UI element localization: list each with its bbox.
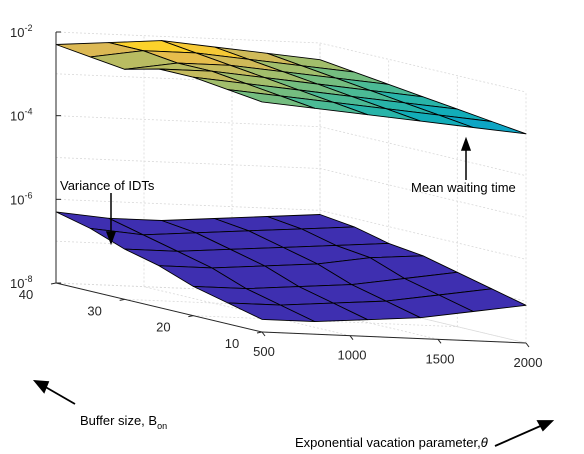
y-tick-mark (188, 315, 194, 318)
axis-edges (50, 31, 530, 348)
y-tick-mark (119, 298, 125, 301)
z-tick-label: 10-2 (10, 23, 32, 40)
surface-patch (227, 89, 316, 109)
z-gridline (55, 198, 527, 260)
y-axis-line (55, 282, 263, 333)
y-tick-label: 40 (19, 287, 33, 302)
surfaces (55, 40, 527, 323)
surface-mean-waiting-time (55, 40, 527, 135)
x-tick-label: 1000 (338, 348, 367, 363)
mean-waiting-annotation: Mean waiting time (411, 180, 516, 195)
x-axis-arrow (494, 420, 555, 447)
y-axis-arrow (32, 379, 76, 405)
y-tick-label: 30 (87, 303, 101, 318)
x-tick-label: 2000 (514, 355, 543, 370)
tick-labels: 500 1000 1500 2000 10 20 30 40 10-2 10-4 10-6 10-8 (10, 23, 542, 370)
y-tick-label: 20 (156, 320, 170, 335)
z-gridline (55, 115, 527, 177)
x-tick-mark (437, 339, 442, 344)
variance-annotation: Variance of IDTs (60, 178, 155, 193)
z-gridline (55, 31, 527, 93)
variance-arrow (105, 193, 117, 246)
x-tick-mark (349, 335, 354, 340)
surface-patch (227, 302, 316, 323)
z-tick-label: 10-8 (10, 274, 32, 291)
x-tick-mark (525, 342, 530, 348)
y-tick-mark (256, 331, 263, 334)
z-tick-label: 10-4 (10, 107, 32, 124)
x-axis-line (261, 331, 527, 344)
mean-waiting-arrow (460, 136, 472, 180)
z-tick-label: 10-6 (10, 190, 32, 207)
y-tick-label: 10 (225, 336, 239, 351)
x-tick-mark (261, 331, 266, 337)
x-tick-label: 1500 (426, 351, 455, 366)
y-axis-label: Buffer size, Bon (80, 413, 167, 431)
x-tick-label: 500 (253, 344, 275, 359)
x-axis-label: Exponential vacation parameter,θ (295, 435, 488, 450)
y-tick-mark (50, 282, 57, 285)
